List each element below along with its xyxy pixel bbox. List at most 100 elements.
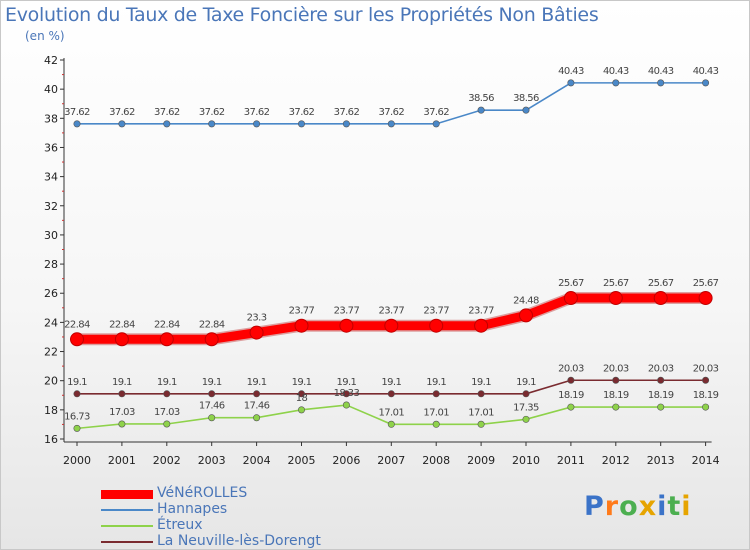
logo-letter: P: [584, 491, 605, 522]
x-tick-label: 2000: [63, 454, 91, 467]
data-label: 22.84: [109, 319, 135, 330]
data-label: 19.1: [292, 377, 312, 388]
data-point: [342, 120, 350, 128]
data-label: 24.48: [513, 295, 539, 306]
data-point: [297, 120, 305, 128]
data-point: [342, 401, 350, 409]
logo-letter: i: [657, 491, 668, 522]
data-point: [163, 390, 171, 398]
data-point: [477, 106, 485, 114]
x-tick-label: 2001: [108, 454, 136, 467]
data-label: 25.67: [693, 278, 719, 289]
data-label: 17.46: [244, 401, 270, 412]
data-label: 20.03: [558, 363, 584, 374]
chart-axes: 16 18 20 22 24 26 28 30 32 34 36 38 40 42 2000 2001 2002…: [44, 54, 720, 467]
data-point: [608, 291, 623, 306]
legend-label: VéNéROLLES: [157, 485, 248, 501]
data-label: 23.77: [378, 306, 404, 317]
y-tick-label: 30: [44, 229, 58, 242]
x-tick-label: 2009: [467, 454, 495, 467]
logo-letter: o: [619, 491, 639, 522]
data-label: 20.03: [648, 363, 674, 374]
data-point: [474, 318, 489, 333]
data-label: 17.01: [378, 407, 404, 418]
data-label: 37.62: [334, 107, 360, 118]
data-point: [432, 390, 440, 398]
y-tick-label: 24: [44, 316, 58, 329]
data-label: 37.62: [423, 107, 449, 118]
data-label: 19.1: [202, 377, 222, 388]
data-point: [429, 318, 444, 333]
data-label: 40.43: [558, 66, 584, 77]
data-label: 19.1: [112, 377, 132, 388]
data-point: [612, 376, 620, 384]
x-tick-label: 2013: [647, 454, 675, 467]
series-3: [73, 376, 710, 398]
data-point: [432, 120, 440, 128]
data-label: 23.77: [423, 306, 449, 317]
data-point: [297, 390, 305, 398]
chart-subtitle: (en %): [25, 29, 65, 43]
data-label: 38.56: [468, 93, 494, 104]
data-label: 19.1: [381, 377, 401, 388]
data-label: 22.84: [64, 319, 90, 330]
data-label: 37.62: [109, 107, 135, 118]
data-label: 19.1: [157, 377, 177, 388]
x-tick-label: 2014: [692, 454, 720, 467]
legend-label: Hannapes: [157, 501, 228, 517]
data-label: 37.62: [154, 107, 180, 118]
data-label: 25.67: [603, 278, 629, 289]
legend-swatch: [101, 525, 153, 527]
data-label: 37.62: [289, 107, 315, 118]
y-tick-label: 38: [44, 112, 58, 125]
data-label: 18.19: [558, 390, 584, 401]
data-point: [522, 390, 530, 398]
data-point: [114, 332, 129, 347]
data-point: [567, 403, 575, 411]
data-label: 23.3: [247, 313, 267, 324]
y-tick-label: 26: [44, 287, 58, 300]
data-point: [118, 120, 126, 128]
logo-letter: i: [681, 491, 692, 522]
series-1: [73, 79, 710, 128]
series-2: [73, 401, 710, 432]
data-point: [249, 325, 264, 340]
data-label: 17.35: [513, 402, 539, 413]
data-point: [702, 403, 710, 411]
x-tick-label: 2003: [198, 454, 226, 467]
data-point: [384, 318, 399, 333]
data-point: [294, 318, 309, 333]
x-tick-label: 2011: [557, 454, 585, 467]
data-label: 18.19: [648, 390, 674, 401]
data-point: [253, 120, 261, 128]
data-label: 20.03: [603, 363, 629, 374]
y-tick-label: 28: [44, 258, 58, 271]
data-label: 19.1: [516, 377, 536, 388]
x-tick-label: 2005: [288, 454, 316, 467]
data-point: [653, 291, 668, 306]
y-tick-label: 20: [44, 375, 58, 388]
data-label: 40.43: [693, 66, 719, 77]
data-label: 25.67: [648, 278, 674, 289]
data-label: 20.03: [693, 363, 719, 374]
legend-swatch: [101, 489, 153, 499]
data-label: 37.62: [199, 107, 225, 118]
y-tick-label: 42: [44, 54, 58, 67]
data-point: [477, 390, 485, 398]
data-label: 22.84: [199, 319, 225, 330]
data-point: [657, 79, 665, 87]
data-point: [563, 291, 578, 306]
data-label: 17.01: [468, 407, 494, 418]
data-label: 18: [296, 393, 308, 404]
x-tick-label: 2008: [422, 454, 450, 467]
x-tick-label: 2010: [512, 454, 540, 467]
data-label: 18.33: [334, 388, 360, 399]
x-tick-label: 2007: [377, 454, 405, 467]
data-point: [70, 332, 84, 347]
data-label: 22.84: [154, 319, 180, 330]
data-point: [387, 420, 395, 428]
data-label: 17.46: [199, 401, 225, 412]
y-tick-label: 32: [44, 200, 58, 213]
data-label: 18.19: [693, 390, 719, 401]
data-point: [253, 390, 261, 398]
